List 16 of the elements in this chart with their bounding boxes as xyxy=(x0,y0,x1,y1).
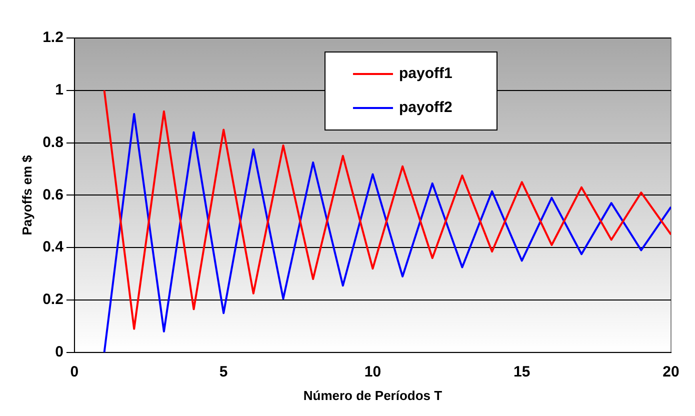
y-tick-label: 0.2 xyxy=(42,291,64,308)
x-tick-label: 15 xyxy=(514,364,530,381)
y-axis-title: Payoffs em $ xyxy=(19,154,34,236)
y-tick-label: 1 xyxy=(55,82,64,99)
legend-label: payoff1 xyxy=(399,65,452,82)
x-tick-label: 10 xyxy=(364,364,382,381)
x-axis-title: Número de Períodos T xyxy=(303,388,442,403)
y-tick-label: 0.8 xyxy=(42,134,64,151)
y-tick-label: 1.2 xyxy=(42,29,64,46)
y-tick-label: 0.6 xyxy=(42,186,64,204)
legend-label: payoff2 xyxy=(399,99,452,116)
y-tick-label: 0 xyxy=(55,344,64,361)
x-tick-label: 20 xyxy=(662,364,680,381)
x-tick-label: 5 xyxy=(219,364,228,381)
x-tick-label: 0 xyxy=(70,364,79,381)
y-tick-label: 0.4 xyxy=(42,238,64,256)
